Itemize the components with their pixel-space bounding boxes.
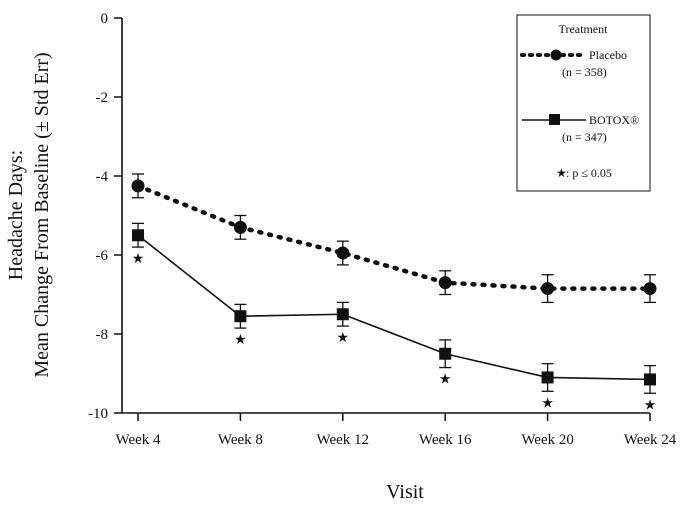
x-tick-label: Week 4: [115, 432, 161, 448]
point-placebo: [131, 179, 145, 193]
x-tick-label: Week 12: [317, 432, 370, 448]
significance-star: ★: [234, 333, 247, 348]
legend-placebo-n: (n = 358): [562, 65, 607, 79]
series-layer: ★ ★ ★ ★ ★ ★: [131, 173, 657, 413]
significance-star: ★: [541, 396, 554, 411]
y-axis-title-line1: Headache Days:: [5, 150, 27, 281]
point-botox: [132, 229, 144, 242]
x-ticks: Week 4 Week 8 Week 12 Week 16 Week 20 Week 24: [115, 413, 677, 448]
point-placebo: [233, 220, 247, 234]
legend-significance-note: : p ≤ 0.05: [566, 166, 612, 180]
y-tick-label: -2: [96, 90, 109, 106]
legend-placebo-name: Placebo: [589, 48, 627, 62]
series-line-botox: [137, 234, 651, 381]
significance-star: ★: [337, 331, 350, 346]
point-botox: [234, 310, 247, 323]
legend-botox-n: (n = 347): [562, 130, 607, 144]
legend-title: Treatment: [559, 22, 609, 36]
y-tick-label: -4: [96, 169, 109, 185]
y-tick-label: 0: [101, 11, 109, 27]
point-placebo: [438, 276, 452, 290]
x-tick-label: Week 8: [218, 432, 263, 448]
point-placebo: [336, 246, 350, 260]
x-axis-title: Visit: [386, 481, 424, 503]
legend-botox-marker: [549, 114, 560, 125]
y-axis-title-line2: Mean Change From Baseline (± Std Err): [31, 52, 53, 377]
point-placebo: [541, 282, 555, 296]
legend-placebo-marker: [550, 49, 562, 61]
point-botox: [644, 373, 656, 386]
x-tick-label: Week 20: [521, 432, 574, 448]
x-tick-label: Week 16: [419, 432, 472, 448]
y-tick-label: -8: [96, 327, 109, 343]
y-ticks: 0 -2 -4 -6 -8 -10: [88, 11, 122, 422]
y-tick-label: -10: [88, 406, 108, 422]
series-line-placebo: [135, 183, 653, 291]
legend-significance-symbol: ★: [556, 166, 567, 180]
point-botox: [439, 347, 452, 360]
significance-star: ★: [644, 398, 657, 413]
legend-box: [516, 14, 651, 192]
legend-botox-name: BOTOX®: [589, 113, 639, 127]
point-placebo: [643, 282, 657, 296]
significance-star: ★: [132, 252, 145, 267]
point-botox: [336, 308, 349, 321]
legend: Treatment Placebo (n = 358) BOTOX® (n = …: [516, 14, 651, 192]
y-tick-label: -6: [96, 248, 109, 264]
x-tick-label: Week 24: [624, 432, 677, 448]
significance-star: ★: [439, 373, 452, 388]
point-botox: [541, 371, 554, 384]
